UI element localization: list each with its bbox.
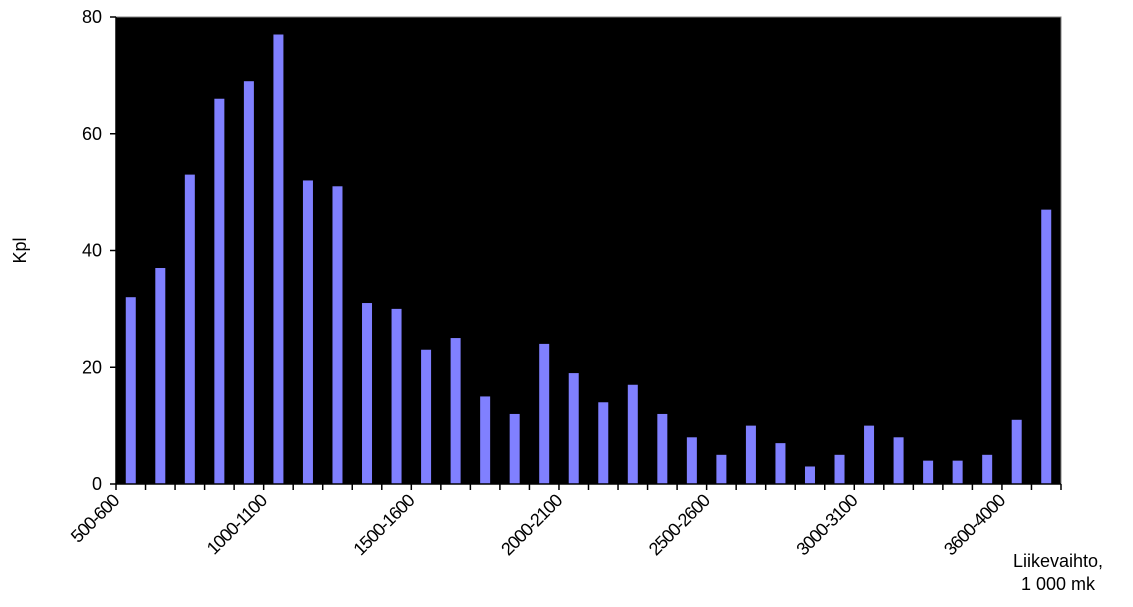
bar <box>686 437 697 484</box>
bar <box>273 34 284 484</box>
x-axis-title-line2: 1 000 mk <box>1021 574 1096 594</box>
bar <box>804 466 815 484</box>
plot-area <box>115 16 1062 485</box>
bar <box>982 454 993 484</box>
x-tick-label: 2000-2100 <box>497 490 566 559</box>
y-tick-label: 60 <box>82 124 102 144</box>
bar <box>1041 209 1052 484</box>
y-axis-title: Kpl <box>10 237 30 263</box>
x-tick-label: 1000-1100 <box>203 490 271 558</box>
bar <box>775 443 786 484</box>
bar <box>952 460 963 484</box>
y-tick-label: 40 <box>82 241 102 261</box>
bar <box>184 174 195 485</box>
bar <box>745 425 756 485</box>
bar <box>125 297 136 484</box>
bar <box>834 454 845 484</box>
x-tick-label: 3600-4000 <box>940 490 1009 559</box>
bar <box>391 308 402 485</box>
bar <box>509 413 520 484</box>
bar <box>480 396 491 484</box>
bar <box>155 268 166 484</box>
bar <box>450 338 461 484</box>
bar <box>362 303 373 484</box>
bar <box>923 460 934 484</box>
bar <box>657 413 668 484</box>
x-axis: 500-600 1000-1100 1500-1600 2000-2100 2500-2… <box>67 483 1062 559</box>
x-axis-title-line1: Liikevaihto, <box>1013 551 1103 571</box>
bar <box>539 343 550 484</box>
y-tick-label: 80 <box>82 7 102 27</box>
bar <box>716 454 727 484</box>
x-tick-label: 500-600 <box>67 490 124 547</box>
y-tick-label: 0 <box>92 474 102 494</box>
y-axis: 0 20 40 60 80 <box>82 7 117 494</box>
bar <box>302 180 313 484</box>
x-tick-label: 2500-2600 <box>645 490 714 559</box>
bar <box>627 384 638 484</box>
bar <box>598 402 609 484</box>
bar <box>893 437 904 484</box>
bar <box>332 186 343 485</box>
bar-series <box>125 34 1052 485</box>
bar <box>243 81 254 485</box>
bar <box>421 349 432 484</box>
bar <box>568 373 579 484</box>
bar <box>864 425 875 485</box>
y-tick-label: 20 <box>82 357 102 377</box>
bar <box>1011 419 1022 484</box>
bar <box>214 98 225 484</box>
x-tick-label: 1500-1600 <box>349 490 418 559</box>
x-tick-label: 3000-3100 <box>792 490 861 559</box>
